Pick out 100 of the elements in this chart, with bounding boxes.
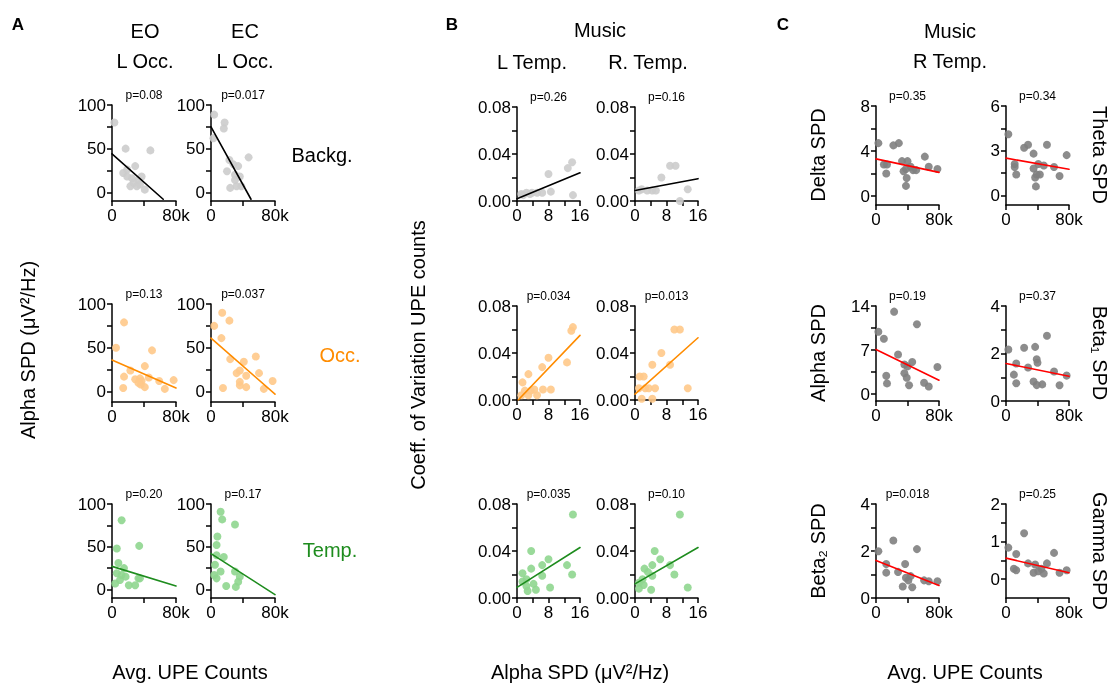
y-tick-label: 4 xyxy=(990,296,1000,316)
y-tick-label: 0.04 xyxy=(595,343,629,363)
y-tick-label: 0.04 xyxy=(477,343,511,363)
x-tick-label: 80k xyxy=(925,406,954,425)
y-tick-label: 0 xyxy=(990,185,1000,205)
text: Music xyxy=(573,18,627,43)
y-tick-label: 0.08 xyxy=(477,494,511,514)
y-tick-label: 0.08 xyxy=(595,296,629,316)
x-tick-label: 16 xyxy=(570,603,590,622)
y-axis-title: Alpha SPD xyxy=(806,304,830,402)
x-tick-label: 8 xyxy=(543,405,554,424)
y-tick-label: 1 xyxy=(990,532,1000,552)
chart-subtitle: p=0.10 xyxy=(647,486,686,503)
y-tick-label: 0 xyxy=(860,186,870,206)
y-tick-label: 0.08 xyxy=(595,97,629,117)
x-tick-label: 80k xyxy=(162,206,191,225)
y-tick-label: 50 xyxy=(87,338,106,358)
y-tick-label: 0.04 xyxy=(595,144,629,164)
y-tick-label: 100 xyxy=(176,494,205,514)
chart-subtitle: p=0.037 xyxy=(221,286,265,303)
chart-subtitle: p=0.13 xyxy=(125,286,163,303)
y-tick-label: 50 xyxy=(186,338,205,358)
text: B xyxy=(445,14,459,37)
y-tick-label: 14 xyxy=(851,296,870,316)
x-tick-label: 80k xyxy=(925,210,954,229)
chart-subtitle: p=0.25 xyxy=(1018,486,1057,503)
y-tick-label: 2 xyxy=(990,494,1000,514)
chart-subtitle: p=0.26 xyxy=(529,89,568,106)
y-tick-label: 0.00 xyxy=(595,390,629,410)
y-tick-label: 0 xyxy=(990,391,1000,411)
y-tick-label: 50 xyxy=(186,139,205,159)
chart-subtitle: p=0.018 xyxy=(885,486,930,503)
y-tick-label: 3 xyxy=(990,141,1000,161)
chart-subtitle: p=0.37 xyxy=(1018,288,1057,305)
x-tick-label: 8 xyxy=(543,206,554,225)
chart-subtitle: p=0.034 xyxy=(526,288,571,305)
y-tick-label: 100 xyxy=(77,95,106,115)
y-tick-label: 0 xyxy=(195,579,205,599)
y-tick-label: 0.08 xyxy=(477,97,511,117)
x-tick-label: 80k xyxy=(261,206,290,225)
y-tick-label: 0 xyxy=(990,569,1000,589)
chart-subtitle: p=0.17 xyxy=(224,486,262,503)
x-tick-label: 16 xyxy=(570,206,590,225)
y-tick-label: 0 xyxy=(96,182,106,202)
y-axis-title: Theta SPD xyxy=(1088,106,1112,204)
y-axis-title: Delta SPD xyxy=(806,108,830,202)
chart-subtitle: p=0.19 xyxy=(888,288,927,305)
y-tick-label: 0 xyxy=(860,588,870,608)
y-tick-label: 0.00 xyxy=(595,191,629,211)
y-tick-label: 0 xyxy=(195,182,205,202)
y-axis-title: Coeff. of Variation UPE counts xyxy=(406,220,430,490)
y-tick-label: 0.00 xyxy=(477,390,511,410)
chart-subtitle: p=0.16 xyxy=(647,89,686,106)
x-axis-title: Avg. UPE Counts xyxy=(112,660,268,685)
y-tick-label: 100 xyxy=(77,494,106,514)
y-tick-label: 2 xyxy=(990,344,1000,363)
chart-subtitle: p=0.013 xyxy=(644,288,689,305)
y-tick-label: 0.00 xyxy=(477,191,511,211)
y-tick-label: 0.08 xyxy=(477,296,511,316)
x-tick-label: 8 xyxy=(661,206,672,225)
x-tick-label: 8 xyxy=(661,405,672,424)
text: Music R Temp. xyxy=(912,19,988,74)
x-tick-label: 80k xyxy=(925,603,954,622)
text: Occ. xyxy=(319,343,361,368)
y-tick-label: 0 xyxy=(96,579,106,599)
x-tick-label: 80k xyxy=(1055,603,1084,622)
chart-title: EC L Occ. xyxy=(216,19,274,74)
y-tick-label: 0.04 xyxy=(595,541,629,561)
y-tick-label: 0 xyxy=(96,382,106,401)
y-tick-label: 100 xyxy=(77,294,106,314)
y-tick-label: 4 xyxy=(860,494,870,514)
y-tick-label: 0 xyxy=(195,382,205,401)
text: A xyxy=(11,14,25,37)
chart-title: EO L Occ. xyxy=(116,19,174,74)
text: Temp. xyxy=(302,538,358,563)
text: C xyxy=(776,14,790,37)
y-tick-label: 7 xyxy=(860,340,870,360)
x-tick-label: 80k xyxy=(261,603,290,622)
chart-subtitle: p=0.35 xyxy=(888,88,927,105)
x-tick-label: 16 xyxy=(570,405,590,424)
x-tick-label: 16 xyxy=(688,405,708,424)
x-tick-label: 16 xyxy=(688,603,708,622)
x-tick-label: 80k xyxy=(162,407,191,426)
y-tick-label: 0.08 xyxy=(595,494,629,514)
y-tick-label: 0.04 xyxy=(477,144,511,164)
text: Backg. xyxy=(291,143,353,168)
x-tick-label: 80k xyxy=(261,407,290,426)
chart-subtitle: p=0.035 xyxy=(526,486,571,503)
y-tick-label: 100 xyxy=(176,95,205,115)
x-tick-label: 80k xyxy=(162,603,191,622)
chart-subtitle: p=0.017 xyxy=(221,87,265,104)
y-tick-label: 0.04 xyxy=(477,541,511,561)
x-tick-label: 8 xyxy=(543,603,554,622)
chart-subtitle: p=0.20 xyxy=(125,486,163,503)
y-tick-label: 2 xyxy=(860,541,870,561)
chart-title: L Temp. xyxy=(496,50,568,75)
y-tick-label: 4 xyxy=(860,141,870,161)
y-tick-label: 0 xyxy=(860,384,870,404)
x-tick-label: 16 xyxy=(688,206,708,225)
x-axis-title: Avg. UPE Counts xyxy=(887,660,1043,685)
